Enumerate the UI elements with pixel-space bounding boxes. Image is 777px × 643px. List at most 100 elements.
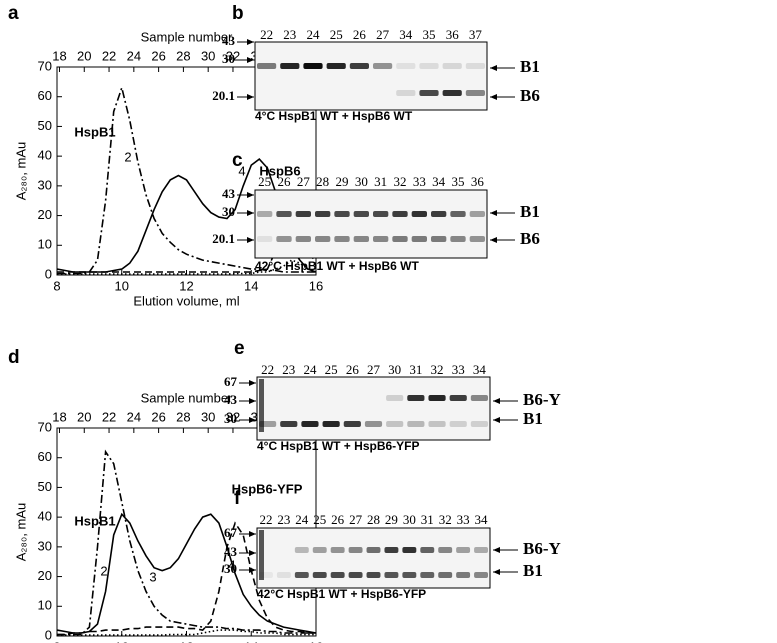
gel-band <box>301 421 319 427</box>
lane-label: 25 <box>258 174 271 189</box>
gel-band <box>315 236 331 242</box>
gel-band <box>384 547 399 553</box>
gel-band <box>438 572 453 578</box>
y-tick-label: 70 <box>38 58 52 73</box>
x-tick-label: 14 <box>244 278 258 293</box>
gel-band <box>353 236 369 242</box>
panel-letter: f <box>234 488 241 509</box>
x-tick-label: 12 <box>179 278 193 293</box>
lane-label: 36 <box>446 27 460 42</box>
gel-band <box>411 236 427 242</box>
marker-label: 20.1 <box>212 231 235 246</box>
x2-tick-label: 32 <box>226 409 240 424</box>
series-label: 2 <box>100 563 107 578</box>
gel-band <box>431 236 447 242</box>
lane-label: 25 <box>325 362 338 377</box>
x2-tick-label: 22 <box>102 409 116 424</box>
band-label: B1 <box>520 57 540 76</box>
gel-band <box>312 547 327 553</box>
marker-label: 30 <box>222 51 235 66</box>
x-tick-label: 14 <box>244 639 258 643</box>
lane-label: 28 <box>316 174 329 189</box>
gel-band <box>456 572 471 578</box>
y-tick-label: 60 <box>38 449 52 464</box>
lane-label: 23 <box>282 362 295 377</box>
lane-label: 36 <box>471 174 485 189</box>
x2-tick-label: 32 <box>226 48 240 63</box>
marker-label: 30 <box>224 561 237 576</box>
gel-band <box>303 63 323 69</box>
gel-band <box>257 211 273 217</box>
lane-label: 26 <box>353 27 367 42</box>
lane-label: 26 <box>278 174 292 189</box>
gel-caption: 4°C HspB1 WT + HspB6 WT <box>255 109 413 123</box>
gel-band <box>469 211 485 217</box>
lane-label: 25 <box>330 27 343 42</box>
lane-label: 24 <box>303 362 317 377</box>
lane-label: 24 <box>307 27 321 42</box>
lane-label: 32 <box>439 512 452 527</box>
gel-band <box>334 211 350 217</box>
gel-band <box>449 395 467 401</box>
panel-letter: e <box>234 338 245 359</box>
gel-band <box>312 572 327 578</box>
gel-band <box>420 547 435 553</box>
x2-tick-label: 24 <box>127 409 141 424</box>
gel-band <box>364 421 383 427</box>
lane-label: 22 <box>259 512 272 527</box>
gel-band <box>450 211 466 217</box>
lane-label: 37 <box>469 27 483 42</box>
lane-label: 32 <box>394 174 407 189</box>
annotation: HspB1 <box>74 513 115 528</box>
y-axis-label: A₂₈₀, mAu <box>13 503 28 561</box>
x-tick-label: 8 <box>53 278 60 293</box>
gel-band <box>420 572 435 578</box>
x2-tick-label: 26 <box>151 48 165 63</box>
gel-band <box>419 90 439 96</box>
band-label: B1 <box>520 202 540 221</box>
gel-band <box>315 211 331 217</box>
lane-label: 26 <box>331 512 345 527</box>
gel-band <box>402 572 417 578</box>
gel-band <box>442 90 462 96</box>
marker-lane <box>259 530 264 580</box>
gel-band <box>349 63 369 69</box>
gel-band <box>334 236 350 242</box>
gel-band <box>392 211 408 217</box>
gel-band <box>373 236 389 242</box>
x-tick-label: 8 <box>53 639 60 643</box>
panel-letter: d <box>8 347 20 368</box>
y-tick-label: 40 <box>38 509 52 524</box>
y-tick-label: 20 <box>38 568 52 583</box>
gel-band <box>392 236 408 242</box>
gel-band <box>386 395 404 401</box>
gel-band <box>295 236 311 242</box>
lane-label: 22 <box>260 27 273 42</box>
gel-band <box>438 547 453 553</box>
x2-tick-label: 24 <box>127 48 141 63</box>
gel-band <box>366 547 381 553</box>
gel-band <box>442 63 462 69</box>
gel-band <box>280 421 298 427</box>
lane-label: 31 <box>409 362 422 377</box>
lane-label: 23 <box>283 27 296 42</box>
lane-label: 28 <box>367 512 380 527</box>
lane-label: 24 <box>295 512 309 527</box>
lane-label: 35 <box>452 174 465 189</box>
lane-label: 33 <box>452 362 465 377</box>
lane-label: 31 <box>374 174 387 189</box>
marker-lane <box>259 379 264 432</box>
lane-label: 27 <box>297 174 311 189</box>
lane-label: 35 <box>423 27 436 42</box>
gel-caption: 42°C HspB1 WT + HspB6-YFP <box>257 587 426 601</box>
gel-band <box>470 395 488 401</box>
gel-band <box>396 63 416 69</box>
gel <box>256 376 491 441</box>
y-tick-label: 0 <box>45 627 52 642</box>
lane-label: 34 <box>432 174 446 189</box>
marker-label: 20.1 <box>212 88 235 103</box>
band-label: B1 <box>523 409 543 428</box>
lane-label: 34 <box>399 27 413 42</box>
lane-label: 26 <box>346 362 360 377</box>
